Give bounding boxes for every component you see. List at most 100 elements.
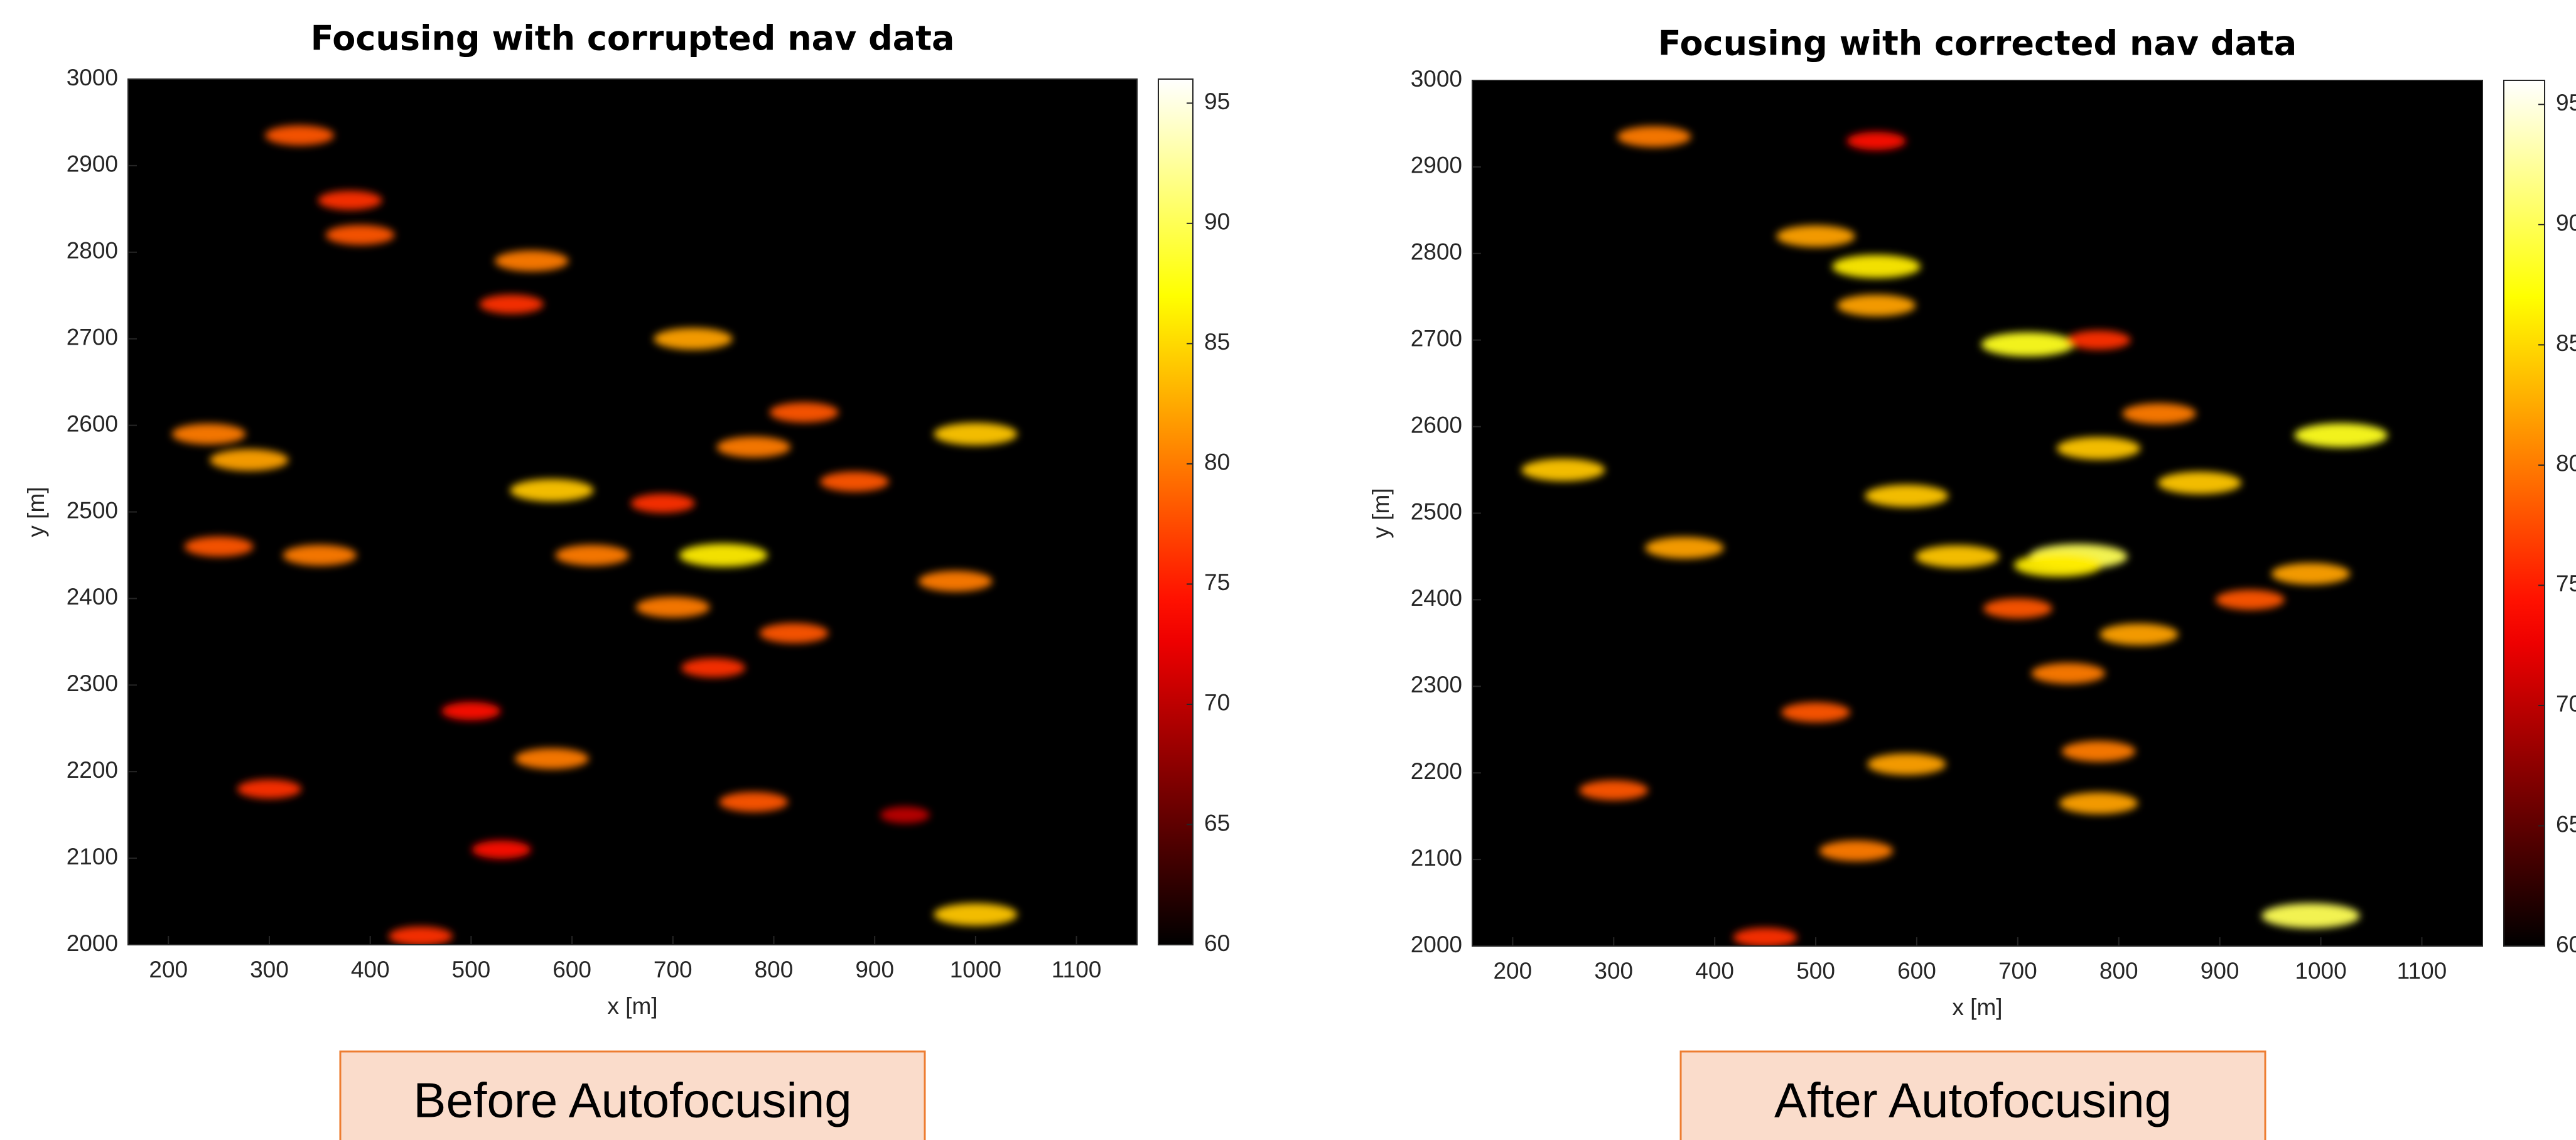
bright-spot <box>880 806 930 824</box>
bright-spot <box>472 840 531 859</box>
colorbar-tick-label: 60 <box>2556 932 2576 957</box>
y-tick-label: 3000 <box>67 65 118 90</box>
bright-spot <box>2271 562 2351 585</box>
bright-spot <box>759 623 829 643</box>
bright-spot <box>318 190 382 210</box>
x-tick-label: 500 <box>1796 958 1835 984</box>
bright-spot <box>2099 623 2179 645</box>
y-tick-label: 2300 <box>67 670 118 696</box>
bright-spot <box>1617 126 1691 148</box>
x-axis-label: x [m] <box>1952 994 2002 1020</box>
bright-spot <box>769 402 839 422</box>
bright-spot <box>494 250 569 272</box>
colorbar <box>1158 78 1194 945</box>
y-tick-label: 2600 <box>1411 412 1462 438</box>
x-tick-label: 200 <box>149 957 188 982</box>
x-tick-label: 400 <box>351 957 390 982</box>
bright-spot <box>2013 553 2103 577</box>
bright-spot <box>1915 545 1999 568</box>
bright-spot <box>1521 458 1605 481</box>
caption: Before Autofocusing <box>413 1073 851 1128</box>
plot-area <box>1472 80 2482 946</box>
x-tick-label: 1100 <box>1052 957 1102 982</box>
x-tick-label: 900 <box>2201 958 2239 984</box>
bright-spot <box>2122 403 2197 424</box>
bright-spot <box>1983 598 2052 619</box>
x-tick-label: 1000 <box>950 957 1001 982</box>
x-axis-label: x [m] <box>607 993 657 1019</box>
bright-spot <box>2056 437 2141 460</box>
colorbar-tick-label: 90 <box>1204 209 1230 235</box>
x-tick-label: 600 <box>1897 958 1936 984</box>
colorbar-tick-label: 80 <box>1204 449 1230 475</box>
bright-spot <box>934 422 1018 446</box>
x-tick-label: 700 <box>654 957 693 982</box>
x-tick-label: 300 <box>1594 958 1633 984</box>
bright-spot <box>388 926 453 945</box>
bright-spot <box>171 423 246 445</box>
y-tick-label: 2300 <box>1411 672 1462 697</box>
y-tick-label: 2100 <box>67 844 118 869</box>
chart: Focusing with corrected nav data 200 300 40… <box>1368 24 2576 1140</box>
bright-spot <box>1867 753 1946 775</box>
x-tick-label: 800 <box>755 957 794 982</box>
y-tick-label: 2500 <box>1411 498 1462 524</box>
bright-spot <box>679 543 768 567</box>
bright-spot <box>237 779 302 799</box>
bright-spot <box>1832 254 1921 279</box>
bright-spot <box>1733 927 1797 946</box>
image-layer <box>1521 126 2388 946</box>
bright-spot <box>2157 471 2242 495</box>
colorbar-tick-label: 85 <box>2556 330 2576 356</box>
colorbar-tick-label: 65 <box>2556 811 2576 837</box>
x-tick-label: 200 <box>1493 958 1532 984</box>
y-axis-label: y [m] <box>1368 488 1394 538</box>
plot-area <box>128 79 1137 945</box>
bright-spot <box>635 596 710 618</box>
y-tick-label: 2700 <box>67 324 118 350</box>
colorbar <box>2503 80 2545 947</box>
bright-spot <box>441 702 501 721</box>
bright-spot <box>1776 225 1855 247</box>
colorbar-tick-label: 75 <box>2556 571 2576 596</box>
caption: After Autofocusing <box>1774 1073 2172 1128</box>
y-tick-label: 2600 <box>67 411 118 436</box>
y-tick-label: 2200 <box>67 757 118 783</box>
x-tick-label: 1100 <box>2397 958 2447 984</box>
y-tick-label: 2400 <box>67 584 118 610</box>
y-tick-label: 2500 <box>67 497 118 523</box>
y-tick-label: 2900 <box>1411 153 1462 178</box>
bright-spot <box>2059 792 2138 814</box>
bright-spot <box>2066 330 2131 350</box>
bright-spot <box>184 536 254 557</box>
bright-spot <box>1819 840 1894 861</box>
bright-spot <box>1981 332 2075 357</box>
y-axis-label: y [m] <box>23 487 49 537</box>
bright-spot <box>681 658 746 678</box>
y-tick-label: 2000 <box>1411 932 1462 957</box>
y-tick-label: 2200 <box>1411 758 1462 784</box>
bright-spot <box>630 493 695 514</box>
x-tick-label: 900 <box>855 957 894 982</box>
colorbar-tick-label: 75 <box>1204 569 1230 595</box>
bright-spot <box>515 748 589 770</box>
caption-box <box>1679 1050 2266 1140</box>
bright-spot <box>2261 903 2360 928</box>
colorbar-tick-label: 95 <box>1204 89 1230 114</box>
chart: Focusing with corrupted nav data 200 300 40… <box>23 19 1230 1140</box>
bright-spot <box>1865 484 1949 507</box>
bright-spot <box>1836 294 1916 316</box>
bright-spot <box>479 294 544 314</box>
colorbar-tick-label: 95 <box>2556 90 2576 116</box>
colorbar-tick-label: 70 <box>1204 690 1230 716</box>
y-tick-label: 3000 <box>1411 66 1462 92</box>
x-tick-label: 600 <box>552 957 591 982</box>
bright-spot <box>2061 741 2136 762</box>
bright-spot <box>555 544 630 566</box>
colorbar-tick-label: 60 <box>1204 930 1230 956</box>
x-tick-label: 300 <box>250 957 289 982</box>
y-tick-label: 2000 <box>67 930 118 956</box>
chart-title: Focusing with corrupted nav data <box>311 19 955 58</box>
bright-spot <box>265 125 335 146</box>
